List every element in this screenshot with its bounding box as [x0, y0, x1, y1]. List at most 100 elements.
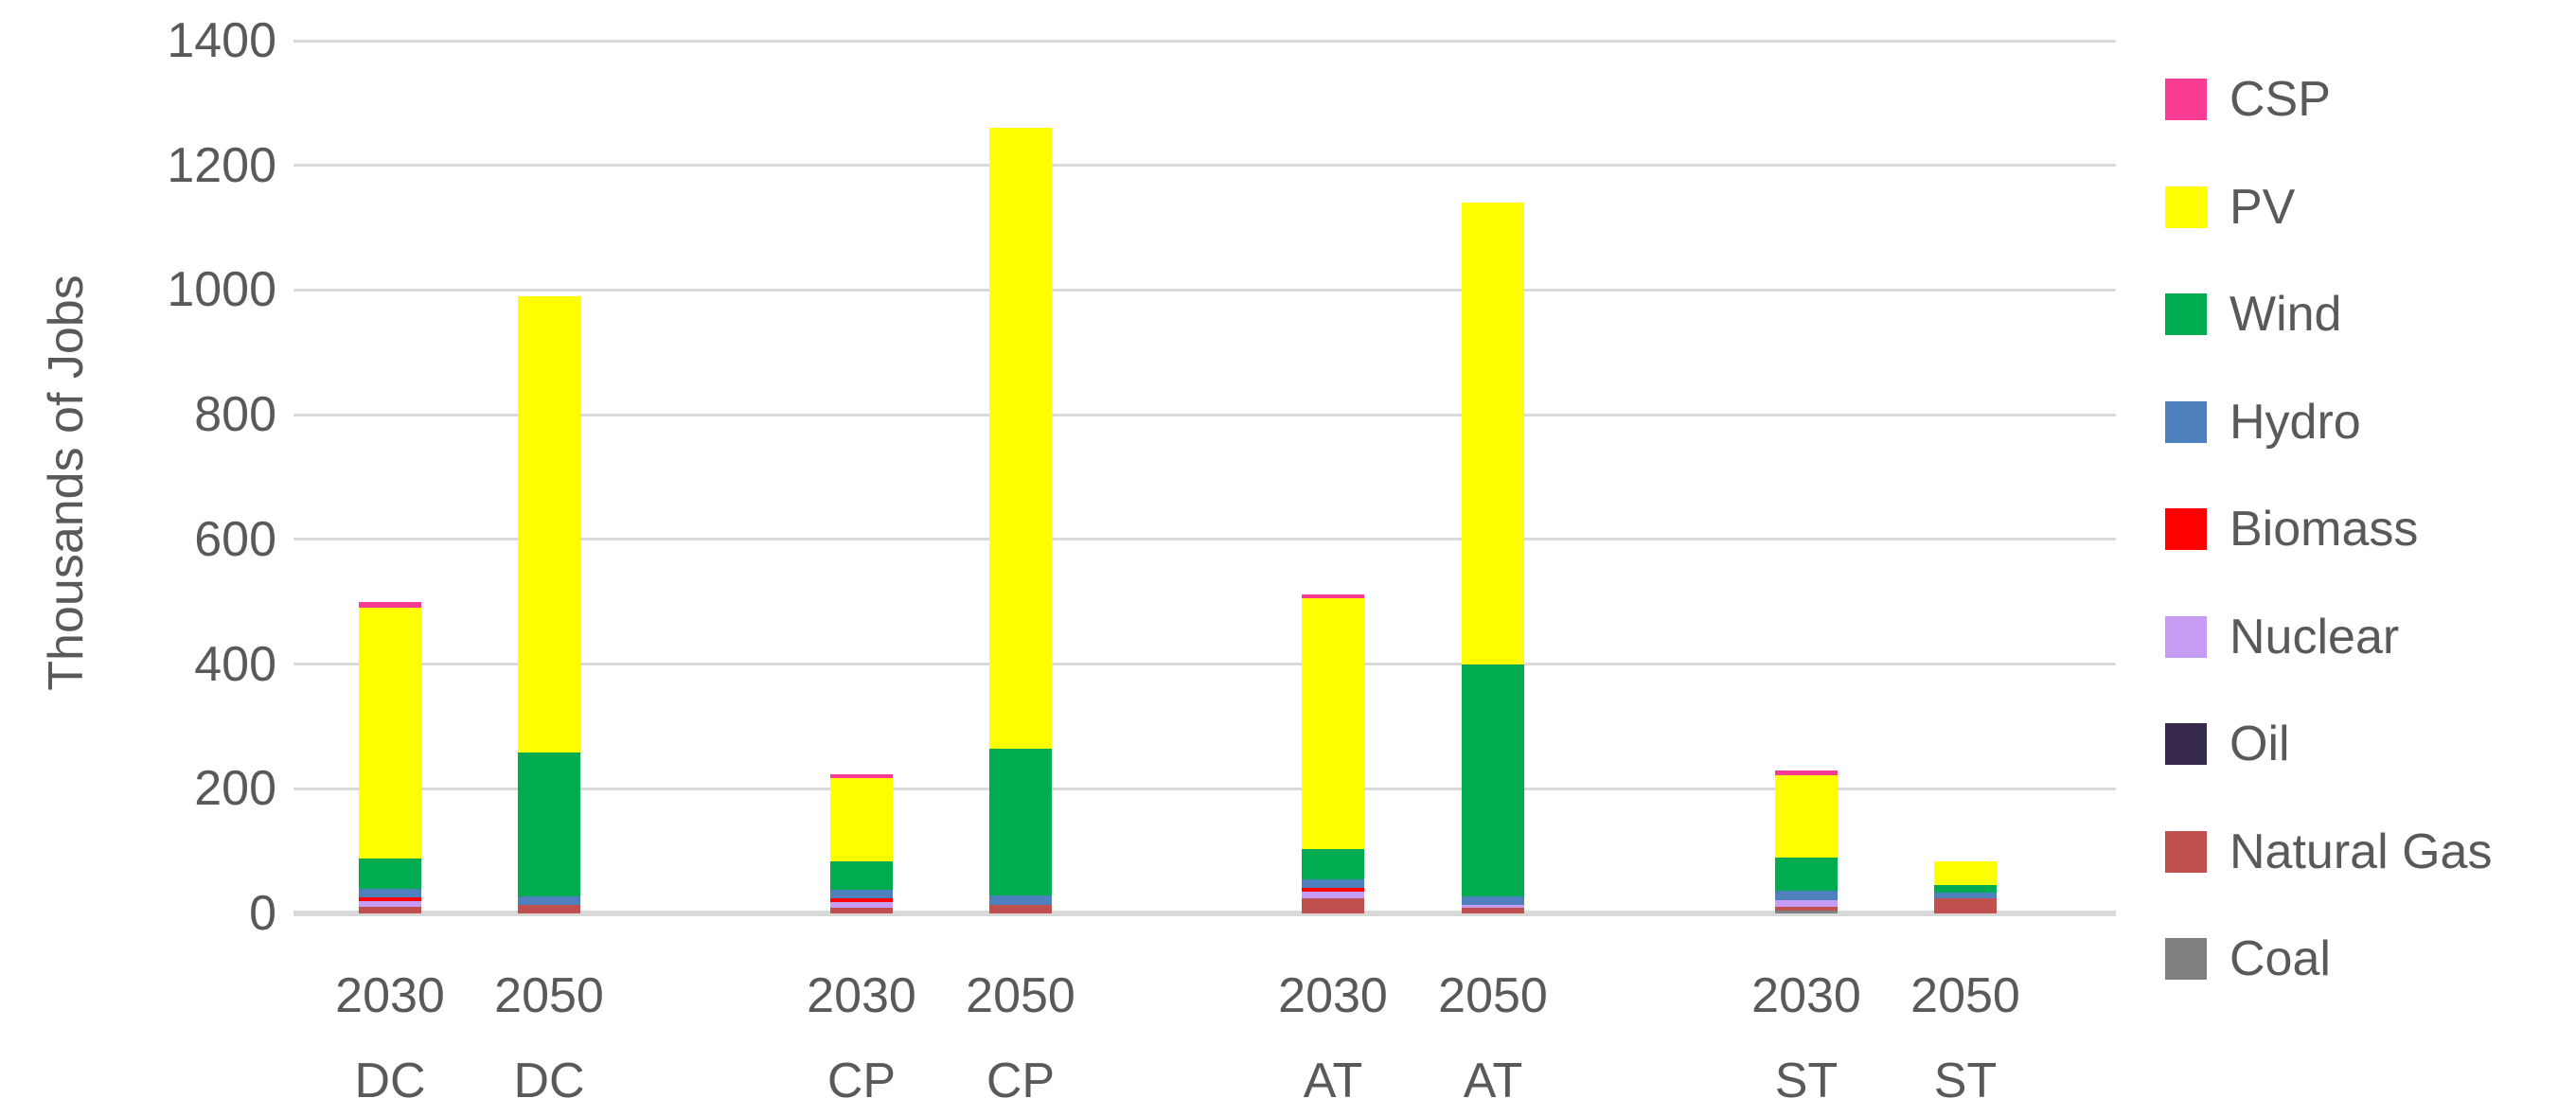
legend-label: Hydro — [2230, 394, 2361, 450]
bar-segment-biomass — [1302, 888, 1364, 892]
x-axis-line — [293, 911, 2116, 916]
bar-2050-DC — [518, 296, 580, 913]
gridline — [293, 538, 2116, 541]
x-label-year-CP-2030: 2030 — [807, 968, 916, 1023]
bar-2050-ST — [1934, 861, 1997, 913]
bar-segment-pv — [989, 128, 1052, 750]
bar-segment-hydro — [1302, 878, 1364, 889]
bar-segment-pv — [1462, 203, 1524, 665]
x-label-year-AT-2050: 2050 — [1438, 968, 1548, 1023]
bar-segment-nuclear — [1302, 891, 1364, 898]
bar-2050-AT — [1462, 203, 1524, 913]
bar-segment-wind — [1462, 664, 1524, 896]
x-label-scenario-DC-2030: DC — [354, 1054, 426, 1108]
bar-segment-natural-gas — [989, 904, 1052, 913]
bar-segment-hydro — [1934, 893, 1997, 899]
bar-2030-AT — [1302, 593, 1364, 913]
legend-label: Nuclear — [2230, 609, 2400, 664]
y-tick-label: 600 — [194, 511, 276, 567]
bar-segment-csp — [1775, 770, 1838, 775]
bar-segment-biomass — [830, 898, 893, 903]
bar-segment-wind — [830, 860, 893, 890]
x-label-scenario-ST-2030: ST — [1774, 1054, 1839, 1108]
bar-segment-wind — [1302, 848, 1364, 879]
legend-item-csp: CSP — [2165, 71, 2331, 128]
bar-segment-hydro — [1462, 895, 1524, 905]
bar-segment-nuclear — [830, 902, 893, 909]
gridline — [293, 413, 2116, 416]
legend-swatch — [2165, 615, 2207, 658]
legend-item-nuclear: Nuclear — [2165, 609, 2399, 665]
x-label-year-ST-2030: 2030 — [1751, 968, 1861, 1023]
y-tick-label: 1200 — [167, 137, 276, 193]
gridline — [293, 39, 2116, 43]
bar-segment-natural-gas — [1302, 897, 1364, 913]
bar-2050-CP — [989, 128, 1052, 913]
legend-label: PV — [2230, 179, 2296, 235]
bar-segment-csp — [830, 773, 893, 779]
bar-2030-ST — [1775, 770, 1838, 913]
bar-segment-nuclear — [1462, 904, 1524, 909]
bar-segment-wind — [1775, 857, 1838, 891]
y-tick-label: 800 — [194, 387, 276, 443]
bar-segment-hydro — [518, 895, 580, 906]
gridline — [293, 288, 2116, 292]
legend-item-hydro: Hydro — [2165, 394, 2361, 451]
x-label-year-DC-2030: 2030 — [335, 968, 445, 1023]
bar-segment-natural-gas — [1934, 898, 1997, 913]
bar-2030-DC — [359, 602, 421, 913]
bar-segment-biomass — [359, 896, 421, 901]
legend-item-pv: PV — [2165, 179, 2295, 236]
bar-segment-coal — [1775, 910, 1838, 913]
legend-swatch — [2165, 723, 2207, 765]
legend-swatch — [2165, 79, 2207, 120]
y-tick-label: 0 — [249, 886, 276, 941]
bar-segment-pv — [1302, 598, 1364, 849]
bar-segment-csp — [359, 602, 421, 608]
bar-segment-pv — [1934, 861, 1997, 885]
x-label-scenario-DC-2050: DC — [513, 1054, 585, 1108]
legend-swatch — [2165, 938, 2207, 980]
bar-segment-natural-gas — [359, 907, 421, 913]
bar-segment-hydro — [1775, 890, 1838, 901]
bar-segment-wind — [1934, 884, 1997, 894]
x-label-year-DC-2050: 2050 — [494, 968, 604, 1023]
legend-label: Wind — [2230, 287, 2342, 342]
x-label-scenario-AT-2030: AT — [1303, 1054, 1363, 1108]
bar-segment-hydro — [359, 888, 421, 897]
bar-segment-pv — [830, 778, 893, 861]
bar-segment-wind — [359, 859, 421, 889]
legend-label: Biomass — [2230, 502, 2419, 557]
legend-swatch — [2165, 400, 2207, 443]
plot-area — [293, 39, 2116, 916]
legend-label: CSP — [2230, 72, 2331, 127]
x-label-scenario-CP-2030: CP — [826, 1054, 897, 1108]
legend-swatch — [2165, 508, 2207, 550]
bar-segment-natural-gas — [1462, 908, 1524, 913]
legend-label: Coal — [2230, 931, 2331, 986]
legend-swatch — [2165, 830, 2207, 873]
x-label-scenario-ST-2050: ST — [1933, 1054, 1998, 1108]
bar-segment-wind — [989, 749, 1052, 895]
legend-item-biomass: Biomass — [2165, 501, 2418, 558]
x-label-year-AT-2030: 2030 — [1278, 968, 1388, 1023]
y-tick-label: 200 — [194, 761, 276, 817]
legend-item-wind: Wind — [2165, 286, 2341, 343]
gridline — [293, 164, 2116, 168]
bar-segment-wind — [518, 753, 580, 896]
gridline — [293, 787, 2116, 790]
bar-segment-nuclear — [359, 900, 421, 908]
bar-segment-natural-gas — [830, 908, 893, 913]
bar-2030-CP — [830, 773, 893, 913]
y-tick-label: 400 — [194, 636, 276, 692]
legend-label: Oil — [2230, 717, 2290, 771]
legend-swatch — [2165, 293, 2207, 335]
y-tick-label: 1400 — [167, 13, 276, 68]
x-label-scenario-AT-2050: AT — [1463, 1054, 1523, 1108]
bar-segment-hydro — [830, 890, 893, 899]
bar-segment-pv — [1775, 774, 1838, 858]
legend-label: Natural Gas — [2230, 824, 2493, 879]
y-tick-label: 1000 — [167, 262, 276, 318]
bar-segment-natural-gas — [1775, 907, 1838, 911]
